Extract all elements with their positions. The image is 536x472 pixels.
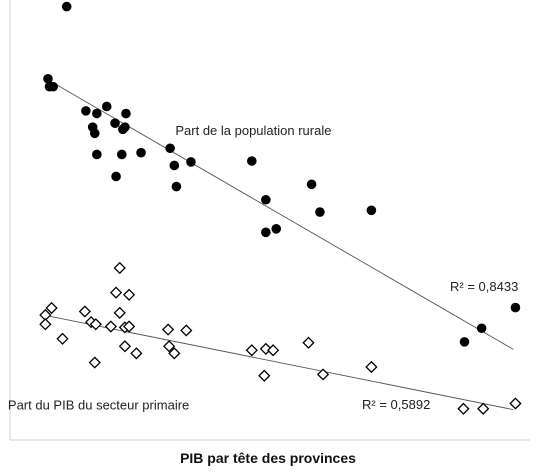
data-point-rural-population	[89, 128, 100, 139]
data-point-rural-population	[169, 160, 180, 171]
data-point-primary-sector-gdp	[168, 347, 181, 360]
data-point-primary-sector-gdp	[163, 340, 176, 353]
data-point-rural-population	[121, 108, 131, 119]
data-point-primary-sector-gdp	[316, 368, 330, 381]
r-squared-label: R² = 0,8433	[450, 279, 518, 294]
data-point-rural-population	[43, 73, 53, 84]
data-point-rural-population	[165, 143, 175, 154]
data-point-primary-sector-gdp	[122, 288, 136, 301]
data-point-rural-population	[92, 149, 102, 160]
data-point-rural-population	[261, 194, 271, 205]
data-point-primary-sector-gdp	[113, 306, 126, 319]
data-point-primary-sector-gdp	[104, 320, 117, 333]
data-point-primary-sector-gdp	[130, 347, 143, 360]
data-point-rural-population	[117, 149, 127, 160]
data-point-primary-sector-gdp	[45, 301, 58, 315]
data-point-rural-population	[366, 205, 377, 216]
data-point-primary-sector-gdp	[457, 402, 470, 415]
data-point-rural-population	[92, 108, 102, 119]
data-point-rural-population	[476, 323, 487, 334]
annotation-primary-sector-gdp: Part du PIB du secteur primaire	[8, 397, 189, 412]
data-point-primary-sector-gdp	[56, 332, 69, 345]
data-point-primary-sector-gdp	[39, 318, 52, 331]
data-point-primary-sector-gdp	[113, 261, 126, 275]
data-point-rural-population	[81, 106, 91, 116]
data-point-primary-sector-gdp	[78, 305, 91, 318]
data-point-rural-population	[110, 118, 120, 128]
r-squared-label: R² = 0,5892	[362, 397, 430, 412]
data-point-primary-sector-gdp	[161, 323, 175, 336]
trendline-primary-sector-gdp	[49, 315, 514, 411]
data-point-primary-sector-gdp	[267, 344, 280, 357]
data-point-primary-sector-gdp	[509, 397, 522, 410]
chart-labels: R² = 0,8433 R² = 0,5892 Part de la populat…	[8, 123, 518, 412]
data-point-rural-population	[186, 157, 196, 167]
data-point-primary-sector-gdp	[365, 360, 378, 374]
data-point-rural-population	[315, 207, 325, 217]
data-point-rural-population	[510, 302, 521, 313]
data-point-rural-population	[61, 1, 72, 12]
data-point-rural-population	[171, 181, 182, 192]
data-point-rural-population	[120, 122, 130, 132]
data-point-primary-sector-gdp	[477, 402, 490, 415]
data-point-rural-population	[261, 227, 271, 238]
data-point-primary-sector-gdp	[88, 356, 101, 369]
data-point-primary-sector-gdp	[109, 286, 123, 299]
data-point-rural-population	[459, 337, 470, 347]
data-point-rural-population	[271, 224, 282, 234]
data-point-primary-sector-gdp	[89, 318, 102, 331]
axes	[9, 0, 530, 441]
data-point-rural-population	[111, 171, 121, 182]
data-point-primary-sector-gdp	[245, 344, 258, 357]
data-point-primary-sector-gdp	[118, 340, 132, 353]
data-point-primary-sector-gdp	[258, 369, 271, 382]
data-point-rural-population	[247, 156, 257, 166]
annotation-rural-population: Part de la population rurale	[175, 123, 331, 138]
data-point-rural-population	[136, 147, 146, 158]
data-point-rural-population	[306, 179, 317, 190]
data-point-rural-population	[101, 101, 112, 112]
data-points	[39, 1, 522, 415]
data-point-rural-population	[48, 81, 58, 92]
data-point-primary-sector-gdp	[302, 336, 315, 349]
x-axis-label: PIB par tête des provinces	[180, 450, 356, 466]
data-point-primary-sector-gdp	[122, 320, 136, 333]
data-point-primary-sector-gdp	[180, 324, 193, 337]
